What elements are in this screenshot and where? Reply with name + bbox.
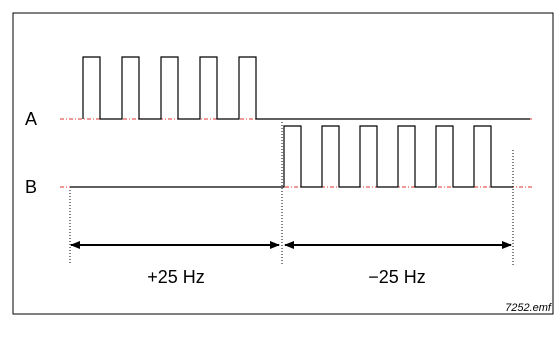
channel-b-label: B	[25, 177, 37, 197]
channel-a-label: A	[25, 109, 37, 129]
signal-a-waveform	[82, 56, 530, 120]
diagram-frame	[12, 12, 554, 315]
left-frequency-label: +25 Hz	[147, 267, 205, 287]
signal-b-waveform	[70, 125, 513, 188]
right-frequency-label: −25 Hz	[368, 267, 426, 287]
file-caption: 7252.emf	[505, 302, 552, 314]
